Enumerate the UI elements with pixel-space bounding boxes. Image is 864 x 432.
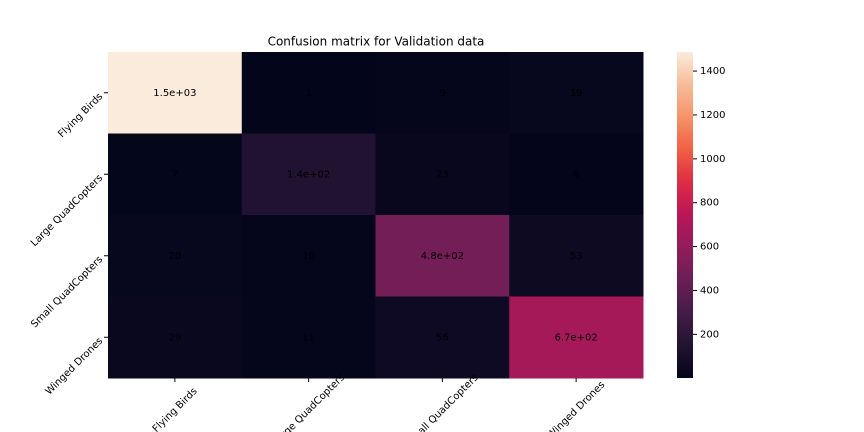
- cell: [509, 296, 644, 379]
- colorbar-tick-label: 1000: [700, 154, 725, 165]
- cell: [375, 296, 510, 379]
- y-tick-label: Small QuadCopters: [29, 254, 105, 330]
- colorbar-tick-label: 600: [700, 242, 719, 253]
- cell: [375, 133, 510, 216]
- cell-label: 6: [573, 169, 579, 180]
- cell: [375, 52, 510, 134]
- cell: [375, 215, 510, 297]
- cell-label: 20: [169, 251, 182, 262]
- colorbar-tick-label: 200: [700, 329, 719, 340]
- cell-label: 23: [436, 169, 449, 180]
- cell: [108, 52, 243, 134]
- y-tick-label: Winged Drones: [44, 336, 106, 398]
- cell: [509, 133, 644, 216]
- y-tick-label: Large QuadCopters: [29, 173, 105, 249]
- cell-label: 1.5e+03: [153, 88, 196, 99]
- cell: [241, 215, 376, 297]
- cell-label: 6.7e+02: [555, 332, 598, 343]
- cell-label: 7: [172, 169, 178, 180]
- chart-title: Confusion matrix for Validation data: [268, 35, 485, 49]
- cell-label: 1: [305, 88, 311, 99]
- colorbar-tick-label: 800: [700, 198, 719, 209]
- cell-label: 4.8e+02: [421, 251, 464, 262]
- cell-label: 11: [302, 332, 315, 343]
- cell-label: 1.4e+02: [287, 169, 330, 180]
- cell-label: 53: [570, 251, 583, 262]
- cell: [241, 296, 376, 379]
- cell: [241, 52, 376, 134]
- cell-label: 56: [436, 332, 449, 343]
- cell-label: 10: [302, 251, 315, 262]
- cell: [509, 52, 644, 134]
- colorbar-tick-label: 1400: [700, 66, 725, 77]
- x-tick-label: Winged Drones: [546, 380, 608, 432]
- x-tick-label: Flying Birds: [151, 386, 200, 432]
- cell: [108, 296, 243, 379]
- colorbar-tick-label: 1200: [700, 110, 725, 121]
- cell: [108, 215, 243, 297]
- cell-label: 29: [169, 332, 182, 343]
- cell: [108, 133, 243, 216]
- colorbar-tick-label: 400: [700, 285, 719, 296]
- cell-label: 9: [439, 88, 445, 99]
- cell-label: 19: [570, 88, 583, 99]
- cell: [509, 215, 644, 297]
- colorbar: [677, 52, 693, 378]
- cell: [241, 133, 376, 216]
- y-tick-label: Flying Birds: [56, 91, 105, 140]
